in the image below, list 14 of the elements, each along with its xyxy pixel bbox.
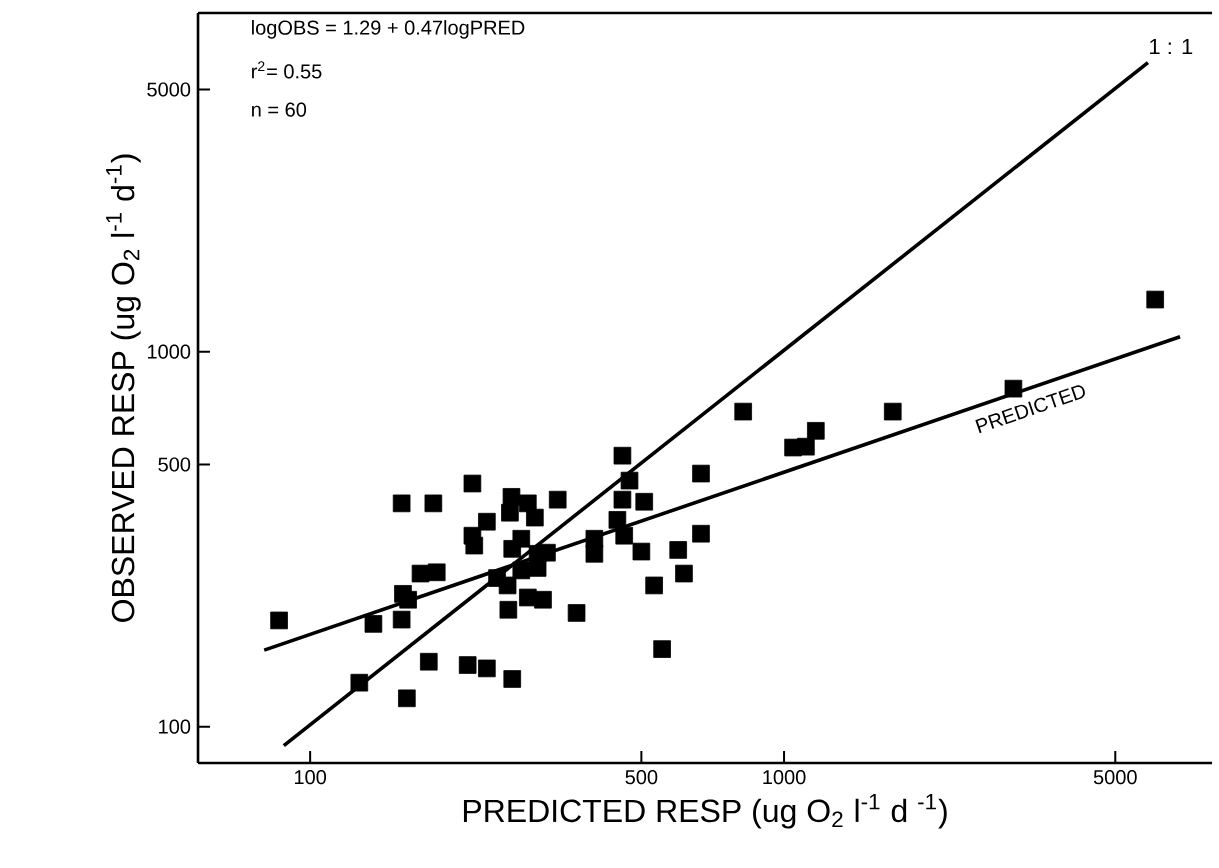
y-tick-label: 1000 [147, 344, 191, 359]
series-label: 1 : 1 [1150, 39, 1193, 55]
x-tick-label: 1000 [763, 770, 806, 785]
y-tick-label: 500 [158, 457, 191, 472]
y-axis-title: OBSERVED RESP (ug O$_{2}$ l$^{-1}$ d$^{-1}$) [106, 154, 141, 622]
y-tick-label: 100 [159, 719, 191, 734]
x-tick-label: 100 [294, 770, 327, 785]
annotation: n = 60 [252, 102, 307, 117]
annotation: logOBS = 1.29 + 0.47logPRED [252, 20, 525, 39]
annotation: r$^{2}$= 0.55 [252, 61, 322, 79]
y-tick-label: 5000 [147, 82, 191, 97]
x-tick-label: 500 [625, 770, 658, 785]
x-tick-label: 5000 [1093, 770, 1137, 785]
x-axis-title: PREDICTED RESP (ug O$_{2}$ l$^{-1}$ d $^{-1}$) [463, 793, 947, 829]
